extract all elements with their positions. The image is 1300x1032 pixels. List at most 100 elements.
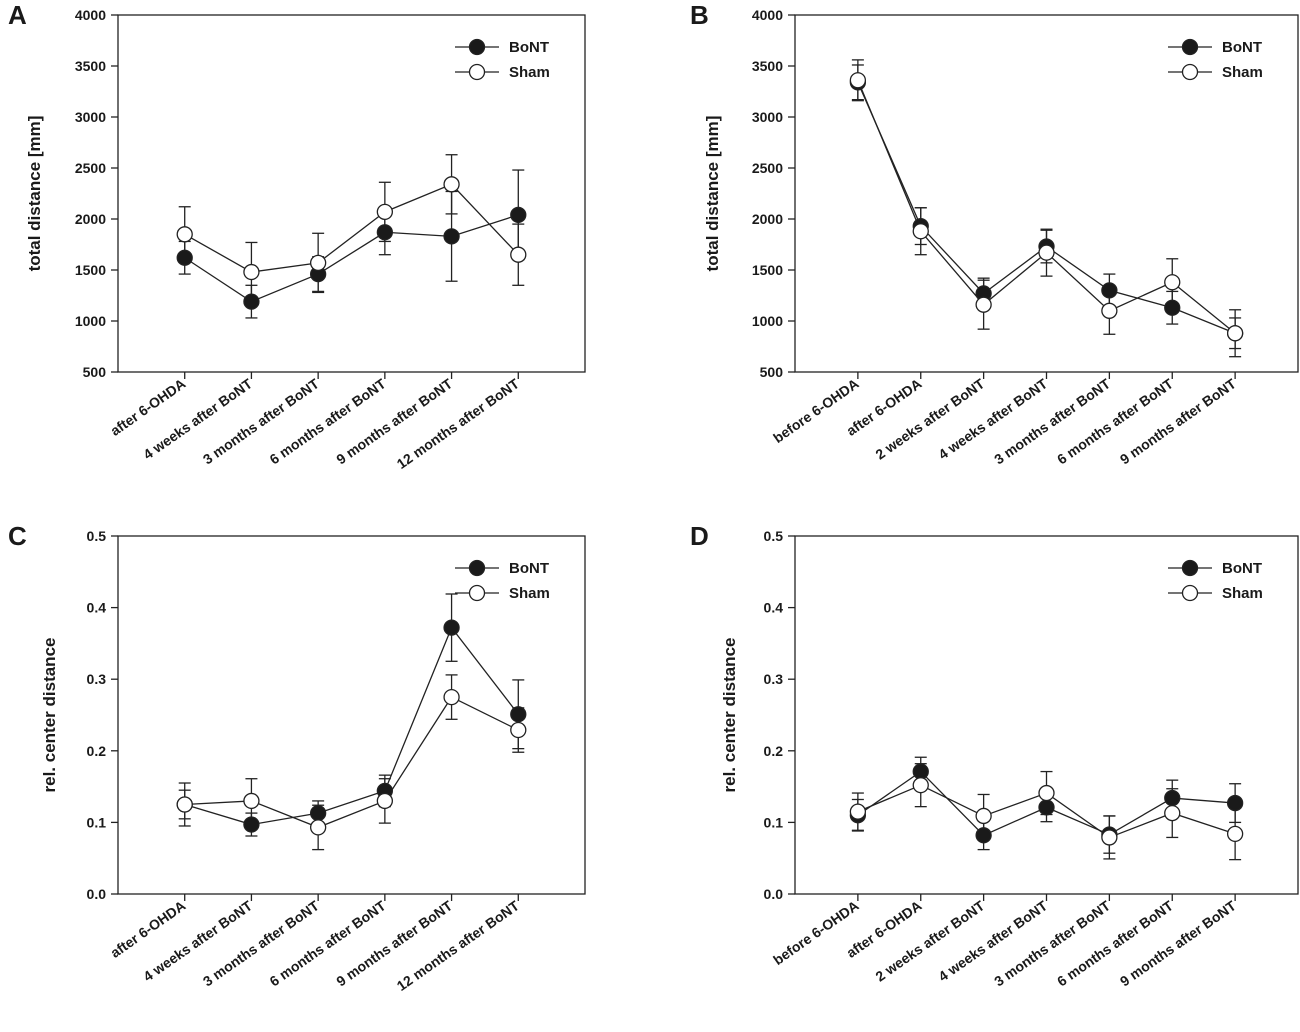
y-tick-label: 3000	[752, 109, 783, 125]
x-category-label: 9 months after BoNT	[333, 375, 455, 467]
data-point-bont	[975, 827, 992, 844]
data-point-sham	[510, 246, 527, 263]
x-category-label: 3 months after BoNT	[200, 375, 322, 467]
data-point-sham	[376, 203, 394, 221]
legend-label-bont: BoNT	[1222, 560, 1262, 577]
x-category-label: 3 months after BoNT	[991, 897, 1113, 989]
legend-label-bont: BoNT	[1222, 39, 1262, 56]
plot-frame	[117, 14, 586, 373]
x-category-label: 3 months after BoNT	[991, 375, 1113, 467]
x-category-label: before 6-OHDA	[770, 897, 861, 968]
series-bont	[178, 169, 525, 319]
data-point-sham	[243, 263, 260, 281]
x-category-label: 4 weeks after BoNT	[935, 897, 1050, 984]
panel-letter: B	[690, 0, 709, 30]
legend-marker-bont	[1181, 38, 1199, 56]
x-category-label: 6 months after BoNT	[267, 897, 389, 989]
y-axis-label: rel. center distance	[40, 638, 59, 793]
legend-marker-bont	[468, 559, 486, 577]
data-point-sham	[176, 796, 193, 813]
data-point-bont	[443, 619, 460, 636]
x-category-label: before 6-OHDA	[770, 375, 861, 446]
y-tick-label: 0.5	[87, 528, 107, 544]
series-bont	[178, 593, 525, 837]
data-point-bont	[1038, 799, 1055, 816]
data-point-sham	[849, 803, 867, 820]
data-point-bont	[510, 206, 527, 224]
data-point-bont	[309, 804, 327, 822]
panel-letter: A	[8, 0, 27, 30]
series-line-bont	[184, 214, 519, 303]
data-point-sham	[849, 72, 867, 89]
panel-letter: C	[8, 521, 27, 551]
legend-marker-sham	[468, 584, 486, 602]
y-tick-label: 4000	[75, 7, 106, 23]
panel-d: D 0.0 0.1 0.2 0.3 0.4 0.5 rel. center distance b…	[690, 521, 1299, 989]
data-point-sham	[443, 176, 460, 193]
x-category-label: 4 weeks after BoNT	[140, 375, 255, 462]
y-tick-label: 3500	[752, 58, 783, 74]
legend-label-sham: Sham	[509, 585, 550, 602]
x-category-label: 6 months after BoNT	[1054, 897, 1176, 989]
y-axis-label: total distance [mm]	[25, 116, 44, 272]
y-tick-label: 0.1	[764, 814, 784, 830]
series-line-sham	[184, 696, 519, 829]
data-point-sham	[1101, 829, 1118, 846]
data-point-sham	[1164, 274, 1181, 291]
panel-letter: D	[690, 521, 709, 551]
x-category-label: 9 months after BoNT	[333, 897, 455, 989]
legend: BoNT Sham	[1168, 559, 1263, 602]
y-tick-label: 2000	[75, 211, 106, 227]
legend-marker-bont	[468, 38, 486, 56]
data-point-bont	[912, 763, 929, 780]
data-point-sham	[912, 223, 929, 240]
y-axis-label: rel. center distance	[720, 638, 739, 793]
series-line-sham	[857, 80, 1236, 334]
data-point-sham	[443, 688, 460, 706]
series-line-sham	[184, 183, 519, 273]
x-category-label: 2 weeks after BoNT	[872, 897, 987, 984]
y-tick-label: 0.2	[87, 743, 107, 759]
series-sham	[178, 154, 525, 303]
plot-frame	[117, 535, 586, 895]
data-point-bont	[1164, 299, 1181, 316]
y-tick-label: 0.0	[87, 886, 107, 902]
x-category-label: 4 weeks after BoNT	[140, 897, 255, 984]
data-point-sham	[309, 254, 327, 272]
x-category-label: 12 months after BoNT	[394, 897, 523, 994]
data-point-bont	[376, 224, 394, 241]
data-point-bont	[243, 816, 260, 833]
data-point-bont	[1101, 282, 1118, 299]
y-tick-label: 2500	[75, 160, 106, 176]
y-tick-label: 1500	[75, 262, 106, 278]
y-tick-label: 4000	[752, 7, 783, 23]
data-point-bont	[1164, 789, 1181, 807]
data-point-sham	[1101, 302, 1118, 319]
y-tick-label: 0.1	[87, 814, 107, 830]
series-line-bont	[857, 82, 1236, 334]
data-point-sham	[912, 777, 929, 794]
data-point-sham	[176, 226, 193, 243]
y-tick-label: 1500	[752, 262, 783, 278]
data-point-sham	[1038, 784, 1055, 802]
data-point-sham	[376, 792, 394, 810]
legend-label-sham: Sham	[1222, 585, 1263, 602]
y-tick-label: 0.2	[764, 743, 784, 759]
panel-a: A 500 1000 1500 2000 2500 3000 3500 4000 total di…	[8, 0, 586, 472]
legend-marker-sham	[468, 63, 486, 81]
x-category-label: 12 months after BoNT	[394, 375, 523, 472]
y-tick-label: 0.0	[764, 886, 784, 902]
data-point-sham	[510, 721, 527, 739]
data-point-sham	[975, 296, 992, 313]
x-category-label: 6 months after BoNT	[1054, 375, 1176, 467]
y-tick-label: 1000	[75, 313, 106, 329]
legend: BoNT Sham	[1168, 38, 1263, 81]
y-tick-label: 0.4	[764, 600, 784, 616]
y-tick-label: 500	[83, 364, 107, 380]
y-axis-label: total distance [mm]	[703, 116, 722, 272]
data-point-bont	[176, 249, 193, 266]
x-category-label: 9 months after BoNT	[1117, 897, 1239, 989]
y-tick-label: 0.3	[764, 671, 784, 687]
